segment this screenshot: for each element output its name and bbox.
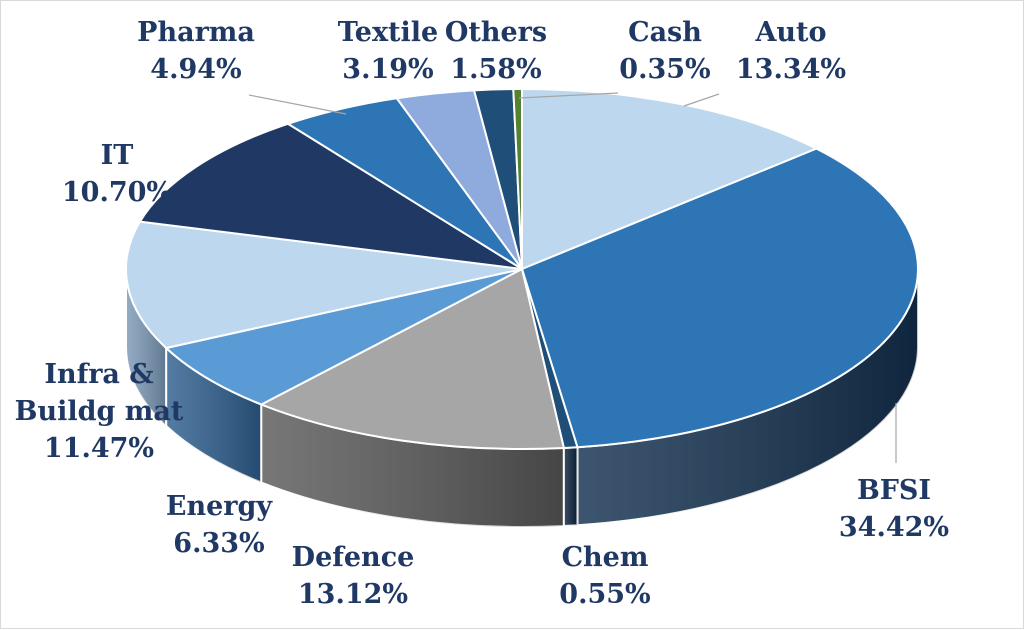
- slice-value-chem: 0.55%: [559, 579, 650, 610]
- slice-auto: [521, 87, 819, 271]
- slice-value-energy: 6.33%: [173, 528, 264, 559]
- slice-bfsi: [520, 147, 919, 449]
- slice-energy: [164, 268, 523, 406]
- slice-label-infra-and-buildg-mat-line-1: Infra &: [44, 359, 153, 390]
- pie-labels: Auto 13.34% BFSI 34.42% Chem 0.55% Defence 13.1…: [15, 17, 949, 610]
- side-shade-energy: [166, 348, 262, 483]
- slice-value-cash: 0.35%: [619, 54, 710, 85]
- slice-value-pharma: 4.94%: [150, 54, 241, 85]
- slice-label-others: Others: [445, 17, 547, 48]
- slice-label-cash: Cash: [628, 17, 702, 48]
- leader-line-pharma: [248, 94, 347, 115]
- slice-label-textile: Textile: [338, 17, 438, 48]
- slice-value-defence: 13.12%: [298, 579, 408, 610]
- leader-lines: [248, 92, 897, 463]
- side-shade-infra-and-buildg-mat: [126, 269, 167, 427]
- leader-line-cash: [518, 92, 619, 99]
- slice-label-it: IT: [101, 140, 134, 171]
- slice-value-bfsi: 34.42%: [839, 512, 949, 543]
- pie-sides: [125, 268, 919, 528]
- slice-value-infra-and-buildg-mat: 11.47%: [44, 433, 154, 464]
- slice-cash: [512, 87, 523, 270]
- side-shade-chem: [563, 447, 578, 526]
- side-shade-bfsi: [577, 269, 918, 526]
- slice-value-it: 10.70%: [62, 177, 172, 208]
- slice-label-defence: Defence: [292, 542, 415, 573]
- slice-label-auto: Auto: [754, 17, 826, 48]
- slice-label-chem: Chem: [562, 542, 649, 573]
- slice-label-pharma: Pharma: [137, 17, 255, 48]
- slice-label-infra-and-buildg-mat-line-2: Buildg mat: [15, 396, 184, 427]
- slice-value-others: 1.58%: [450, 54, 541, 85]
- pie-tops: [125, 87, 919, 450]
- slice-label-bfsi: BFSI: [857, 475, 931, 506]
- slice-label-energy: Energy: [166, 491, 273, 522]
- slice-value-textile: 3.19%: [342, 54, 433, 85]
- side-shade-defence: [261, 404, 564, 527]
- slice-value-auto: 13.34%: [736, 54, 846, 85]
- slice-it: [138, 122, 523, 270]
- leader-line-auto: [683, 93, 720, 107]
- slice-defence: [258, 267, 566, 450]
- slice-infra-and-buildg-mat: [125, 220, 523, 350]
